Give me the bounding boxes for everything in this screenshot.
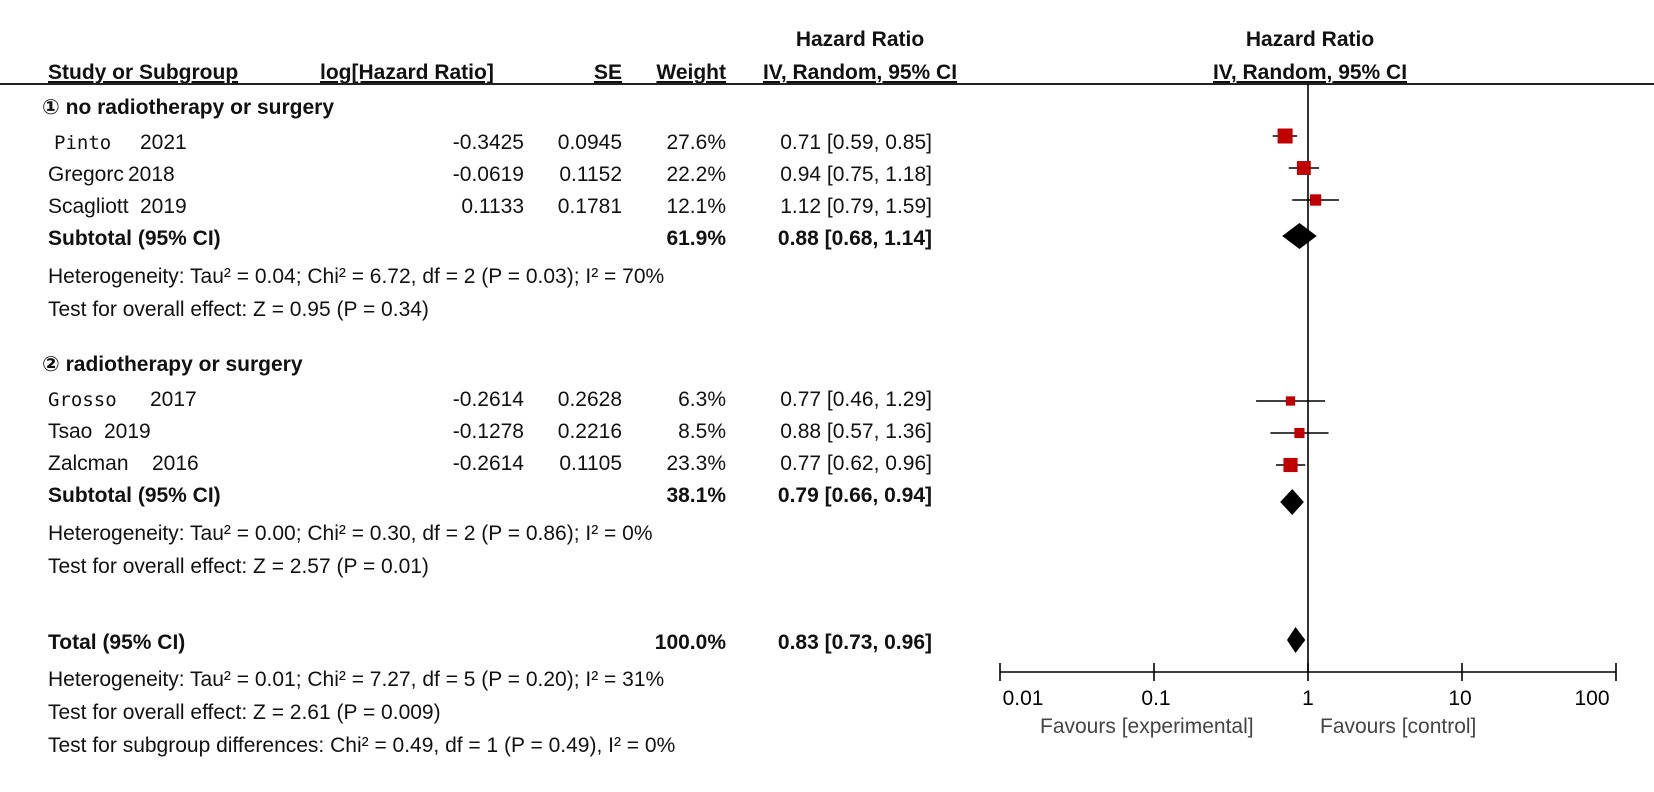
weight-value: 8.5%	[678, 420, 726, 443]
log-hr-value: -0.2614	[452, 452, 524, 475]
plot-title: Hazard Ratio	[1245, 28, 1375, 51]
total-overall-effect-text: Test for overall effect: Z = 2.61 (P = 0…	[48, 701, 441, 724]
subtotal-label: Subtotal (95% CI)	[48, 227, 221, 250]
study-marker	[1283, 457, 1298, 473]
study-name: Gregorc	[48, 163, 124, 186]
study-year: 2019	[104, 420, 151, 443]
hr-ci-value: 0.94 [0.75, 1.18]	[780, 163, 932, 186]
log-hr-value: 0.1133	[461, 195, 524, 218]
study-marker	[1309, 194, 1322, 206]
favours-control-label: Favours [control]	[1320, 715, 1477, 738]
se-value: 0.1781	[557, 195, 622, 218]
log-hr-value: -0.1278	[452, 420, 524, 443]
col-weight-header: Weight	[656, 61, 726, 84]
x-tick-label: 0.01	[1003, 687, 1044, 710]
study-year: 2019	[140, 195, 187, 218]
favours-experimental-label: Favours [experimental]	[1040, 715, 1254, 738]
weight-value: 23.3%	[666, 452, 726, 475]
study-marker	[1277, 128, 1293, 144]
weight-value: 22.2%	[666, 163, 726, 186]
study-year: 2021	[140, 131, 187, 154]
subtotal-label: Subtotal (95% CI)	[48, 484, 221, 507]
log-hr-value: -0.2614	[452, 388, 524, 411]
summary-diamond	[1282, 223, 1317, 249]
se-value: 0.0945	[557, 131, 622, 154]
subtotal-weight: 38.1%	[666, 484, 726, 507]
study-name: Scagliott	[48, 195, 129, 218]
study-year: 2016	[152, 452, 199, 475]
total-weight: 100.0%	[654, 631, 726, 654]
subtotal-weight: 61.9%	[666, 227, 726, 250]
total-label: Total (95% CI)	[48, 631, 186, 654]
subgroup-differences-text: Test for subgroup differences: Chi² = 0.…	[48, 734, 676, 757]
x-tick-label: 0.1	[1141, 687, 1170, 710]
weight-value: 12.1%	[666, 195, 726, 218]
overall-effect-text: Test for overall effect: Z = 0.95 (P = 0…	[48, 298, 429, 321]
hr-ci-value: 1.12 [0.79, 1.59]	[780, 195, 932, 218]
subtotal-ci: 0.79 [0.66, 0.94]	[777, 484, 932, 507]
se-value: 0.1152	[559, 163, 622, 186]
group-title: ① no radiotherapy or surgery	[42, 96, 335, 119]
weight-value: 6.3%	[678, 388, 726, 411]
overall-effect-text: Test for overall effect: Z = 2.57 (P = 0…	[48, 555, 429, 578]
col-study-header: Study or Subgroup	[48, 61, 239, 84]
x-tick-label: 1	[1302, 687, 1314, 710]
se-value: 0.2216	[557, 420, 622, 443]
study-year: 2017	[150, 388, 197, 411]
x-tick-label: 100	[1574, 687, 1609, 710]
heterogeneity-text: Heterogeneity: Tau² = 0.04; Chi² = 6.72,…	[48, 265, 665, 288]
plot-method-header: IV, Random, 95% CI	[1212, 61, 1408, 84]
study-year: 2018	[128, 163, 175, 186]
hr-ci-value: 0.88 [0.57, 1.36]	[780, 420, 932, 443]
se-value: 0.2628	[557, 388, 622, 411]
study-marker	[1285, 396, 1296, 406]
group-title: ② radiotherapy or surgery	[42, 353, 303, 376]
study-marker	[1294, 427, 1305, 439]
se-value: 0.1105	[559, 452, 622, 475]
hr-ci-value: 0.77 [0.62, 0.96]	[780, 452, 932, 475]
summary-diamond	[1286, 627, 1306, 653]
total-heterogeneity-text: Heterogeneity: Tau² = 0.01; Chi² = 7.27,…	[48, 668, 665, 691]
col-loghr-header: log[Hazard Ratio]	[320, 61, 494, 84]
summary-diamond	[1280, 489, 1304, 515]
hr-ci-value: 0.77 [0.46, 1.29]	[780, 388, 932, 411]
hr-ci-value: 0.71 [0.59, 0.85]	[780, 131, 932, 154]
total-ci: 0.83 [0.73, 0.96]	[777, 631, 932, 654]
col-se-header: SE	[593, 61, 622, 84]
study-name: Pinto	[54, 132, 112, 154]
study-name: Tsao	[48, 420, 93, 443]
study-name: Grosso	[48, 389, 117, 411]
study-name: Zalcman	[48, 452, 129, 475]
log-hr-value: -0.0619	[452, 163, 524, 186]
log-hr-value: -0.3425	[452, 131, 524, 154]
study-marker	[1296, 161, 1311, 175]
subtotal-ci: 0.88 [0.68, 1.14]	[777, 227, 932, 250]
header-rule	[0, 83, 1654, 85]
heterogeneity-text: Heterogeneity: Tau² = 0.00; Chi² = 0.30,…	[48, 522, 653, 545]
hr-column-title: Hazard Ratio	[795, 28, 925, 51]
weight-value: 27.6%	[666, 131, 726, 154]
x-tick-label: 10	[1448, 687, 1471, 710]
col-hr-method-header: IV, Random, 95% CI	[762, 61, 958, 84]
